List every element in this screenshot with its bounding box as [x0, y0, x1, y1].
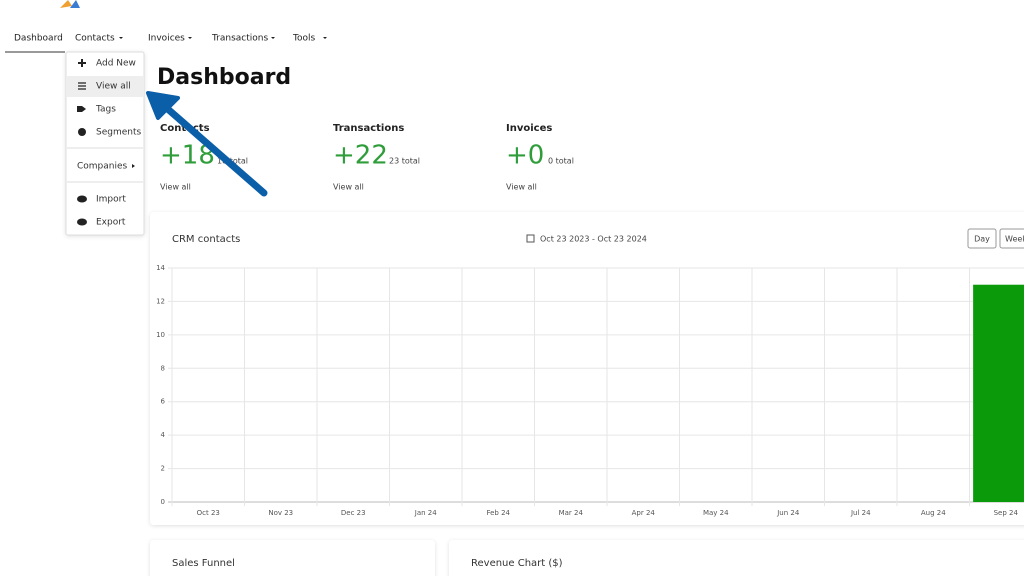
y-tick-label: 10 — [156, 331, 165, 339]
dropdown: Add New View all Tags Segments Companies… — [65, 51, 145, 236]
x-tick-label: Mar 24 — [559, 509, 584, 517]
icon — [78, 82, 86, 90]
x-tick-label: Jan 24 — [414, 509, 437, 517]
nav: Dashboard Contacts Invoices Transactions… — [5, 34, 327, 53]
x-tick-label: Feb 24 — [486, 509, 510, 517]
page-title: Dashboard — [157, 65, 291, 90]
nav-item[interactable]: Transactions — [211, 34, 268, 44]
card-title: Sales Funnel — [172, 558, 235, 569]
icon — [78, 59, 86, 67]
menu-item[interactable]: Export — [96, 218, 126, 228]
x-tick-label: Jul 24 — [850, 509, 871, 517]
x-tick-label: Dec 23 — [341, 509, 366, 517]
menu-item[interactable]: Import — [96, 195, 126, 205]
bar — [973, 284, 1024, 502]
y-tick-label: 8 — [161, 364, 165, 372]
plot: 0 2 4 6 8 10 12 14 Oct 23 Nov 23 Dec 23 Jan 24 Feb 2… — [156, 264, 1024, 517]
button[interactable] — [999, 228, 1024, 249]
card — [449, 540, 1024, 576]
stat-total: 0 total — [548, 157, 574, 166]
logo — [70, 0, 80, 8]
button[interactable] — [967, 228, 997, 249]
nav-item[interactable]: Contacts — [75, 34, 115, 44]
x-tick-label: Jun 24 — [776, 509, 800, 517]
menu-item[interactable]: Tags — [95, 105, 116, 115]
y-tick-label: 0 — [161, 498, 165, 506]
icon — [77, 218, 87, 226]
stat-link[interactable]: View all — [506, 183, 537, 192]
annotation-arrow — [146, 91, 268, 197]
arrow-shaft — [158, 100, 268, 197]
caret — [271, 37, 275, 39]
y-tick-label: 6 — [161, 398, 166, 406]
y-tick-label: 14 — [156, 264, 165, 272]
stat-value: +0 — [506, 141, 544, 171]
icon — [78, 128, 86, 136]
stat-label: Invoices — [506, 123, 552, 134]
menu-item[interactable]: Companies — [77, 162, 128, 172]
stat-value: +22 — [333, 141, 388, 171]
arrow-head — [146, 91, 180, 120]
y-tick-label: 2 — [161, 465, 165, 473]
caret — [188, 37, 192, 39]
button-label[interactable]: Week — [1005, 235, 1024, 244]
logo — [60, 0, 72, 8]
x-tick-label: Aug 24 — [921, 509, 946, 517]
button-label[interactable]: Day — [974, 235, 990, 244]
stat-total: 23 total — [389, 157, 420, 166]
calendar-icon — [526, 234, 535, 243]
x-tick-label: Sep 24 — [994, 509, 1019, 517]
icon — [77, 195, 87, 203]
caret — [119, 37, 123, 39]
caret — [132, 164, 135, 168]
nav-item[interactable]: Tools — [292, 34, 315, 44]
x-tick-label: Nov 23 — [268, 509, 293, 517]
y-tick-label: 4 — [161, 431, 166, 439]
menu-item[interactable]: View all — [96, 82, 131, 92]
stat-link[interactable]: View all — [160, 183, 191, 192]
nav-item[interactable]: Invoices — [148, 34, 185, 44]
hover-highlight — [67, 76, 143, 97]
y-tick-label: 12 — [156, 297, 165, 305]
icon — [77, 106, 86, 112]
nav-item[interactable]: Dashboard — [14, 34, 63, 44]
date-range[interactable]: Oct 23 2023 - Oct 23 2024 — [540, 235, 647, 244]
stat-link[interactable]: View all — [333, 183, 364, 192]
caret — [323, 37, 327, 39]
stat-label: Transactions — [333, 123, 404, 134]
x-tick-label: Apr 24 — [632, 509, 656, 517]
x-tick-label: Oct 23 — [197, 509, 220, 517]
x-tick-label: May 24 — [703, 509, 729, 517]
menu-item[interactable]: Add New — [96, 59, 136, 69]
menu-item[interactable]: Segments — [96, 128, 142, 138]
dropdown-panel — [65, 51, 145, 236]
chart-title: CRM contacts — [172, 234, 240, 245]
card-title: Revenue Chart ($) — [471, 558, 563, 569]
card — [150, 540, 435, 576]
